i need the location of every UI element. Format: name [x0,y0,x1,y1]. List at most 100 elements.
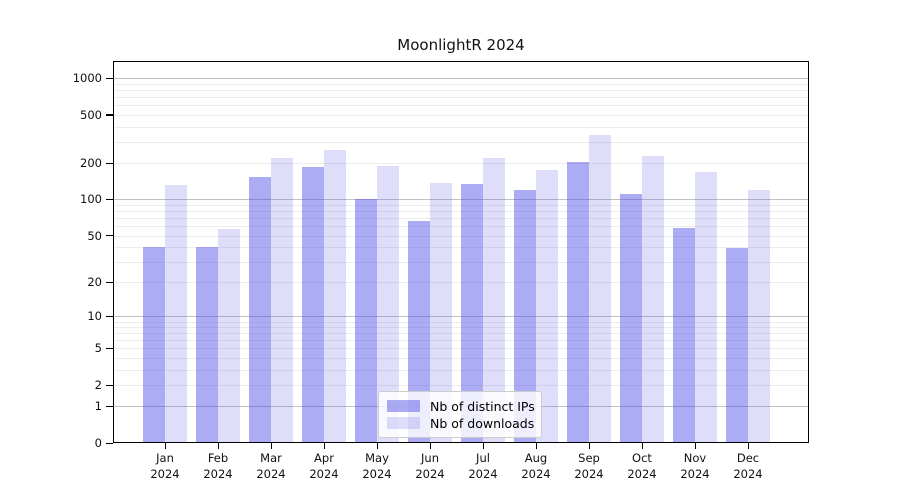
x-label-month: Jan [156,451,174,465]
y-tick-label: 200 [80,156,102,171]
y-tick-label: 20 [87,275,102,290]
x-label-year: 2024 [521,467,551,481]
x-label-year: 2024 [627,467,657,481]
legend-item-distinct-ips: Nb of distinct IPs [387,398,535,414]
bar-distinct-ips [249,176,271,443]
x-tick-mark [641,443,643,449]
x-tick-mark [482,443,484,449]
gridline-minor [114,235,808,237]
y-tick-label: 1 [94,399,102,414]
x-label-year: 2024 [309,467,339,481]
y-tick-label: 1000 [72,71,102,86]
x-tick-label: Mar 2024 [243,450,299,482]
x-label-year: 2024 [362,467,392,481]
gridline-minor [114,163,808,165]
y-tick-mark [106,442,113,444]
gridline-minor [114,321,808,323]
bar-downloads [165,184,187,443]
x-label-year: 2024 [680,467,710,481]
gridline-minor [114,141,808,143]
bar-distinct-ips [196,247,218,443]
gridline-minor [114,261,808,263]
x-tick-label: Jun 2024 [402,450,458,482]
bar-distinct-ips [302,167,324,443]
bar-downloads [218,228,240,443]
x-label-month: Dec [736,451,760,465]
gridline-minor [114,211,808,213]
y-tick-label: 10 [87,309,102,324]
x-label-month: Jun [421,451,439,465]
legend-swatch-distinct-ips [387,400,420,412]
x-label-year: 2024 [150,467,180,481]
y-tick-mark [106,114,113,116]
bar-downloads [271,158,293,443]
gridline-minor [114,204,808,206]
y-tick-label: 2 [94,378,102,393]
y-tick-label: 5 [94,341,102,356]
x-tick-label: Sep 2024 [561,450,617,482]
gridline-minor [114,348,808,350]
gridline-minor [114,90,808,92]
x-tick-mark [747,443,749,449]
x-tick-label: May 2024 [349,450,405,482]
x-label-year: 2024 [415,467,445,481]
x-label-month: Feb [207,451,229,465]
x-tick-label: Aug 2024 [508,450,564,482]
y-tick-label: 100 [80,192,102,207]
y-tick-mark [106,281,113,284]
x-label-month: Nov [683,451,707,465]
x-tick-mark [588,443,590,449]
x-tick-mark [217,443,219,449]
bar-downloads [324,150,346,443]
bar-distinct-ips [514,190,536,443]
y-tick-mark [106,198,113,201]
bar-distinct-ips [673,227,695,443]
x-label-month: Jul [476,451,490,465]
bar-downloads [695,172,717,443]
bar-downloads [377,166,399,443]
gridline-minor [114,114,808,116]
gridline-minor [114,97,808,99]
x-label-year: 2024 [574,467,604,481]
y-tick-label: 50 [87,228,102,243]
x-tick-label: Feb 2024 [190,450,246,482]
bar-distinct-ips [620,194,642,443]
x-label-year: 2024 [733,467,763,481]
gridline-minor [114,385,808,387]
x-tick-mark [323,443,325,449]
x-label-month: Apr [314,451,334,465]
y-tick-mark [106,315,113,318]
x-tick-mark [694,443,696,449]
y-tick-mark [106,405,113,408]
x-label-month: Sep [578,451,600,465]
gridline-minor [114,340,808,342]
x-tick-label: Oct 2024 [614,450,670,482]
bar-downloads [589,134,611,443]
x-label-month: May [365,451,389,465]
gridline-minor [114,84,808,85]
bar-downloads [430,182,452,443]
x-tick-mark [270,443,272,449]
legend-item-downloads: Nb of downloads [387,415,534,431]
legend: Nb of distinct IPs Nb of downloads [378,391,542,438]
bar-distinct-ips [143,247,165,443]
gridline-minor [114,218,808,220]
chart-title: MoonlightR 2024 [397,36,525,54]
x-tick-label: Jan 2024 [137,450,193,482]
gridline-minor [114,126,808,128]
bar-downloads [483,157,505,443]
bar-downloads [642,156,664,443]
gridline-minor [114,327,808,329]
y-tick-mark [106,235,113,237]
legend-swatch-downloads [387,417,420,429]
x-tick-mark [164,443,166,449]
bar-distinct-ips [408,221,430,443]
y-tick-label: 0 [94,436,102,450]
x-tick-label: Apr 2024 [296,450,352,482]
gridline-minor [114,105,808,107]
gridline-minor [114,358,808,360]
gridline-minor [114,333,808,335]
gridline-minor [114,226,808,228]
bar-distinct-ips [726,248,748,443]
